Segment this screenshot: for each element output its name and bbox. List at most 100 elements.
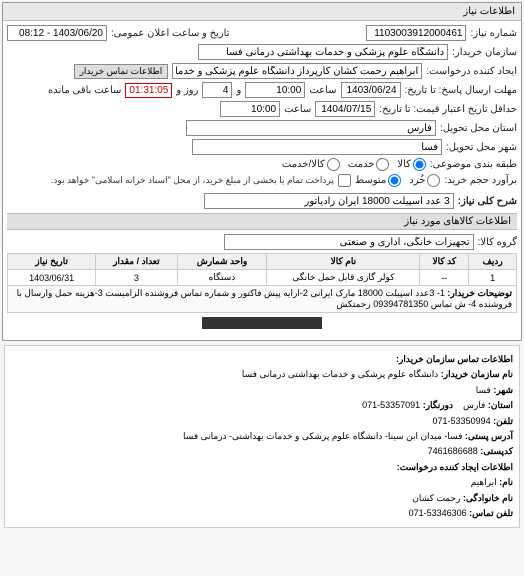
volume-medium-radio[interactable] [388, 174, 401, 187]
requester-label: ایجاد کننده درخواست: [426, 66, 517, 77]
goods-section-header: اطلاعات کالاهای مورد نیاز [7, 213, 517, 230]
remain-label: ساعت باقی مانده [48, 85, 121, 96]
th-date: تاریخ نیاز [8, 254, 96, 270]
cell-code: -- [420, 270, 469, 286]
buyer-contact-button[interactable]: اطلاعات تماس خریدار [74, 64, 169, 79]
cell-qty: 3 [96, 270, 177, 286]
cell-unit: دستگاه [177, 270, 267, 286]
address-title: اطلاعات تماس سازمان خریدار: [11, 352, 513, 366]
table-header-row: ردیف کد کالا نام کالا واحد شمارش تعداد /… [8, 254, 517, 270]
row-delivery-state: استان محل تحویل: [7, 120, 517, 136]
cell-name: کولر گازی قابل حمل خانگی [267, 270, 420, 286]
classify-both-radio[interactable] [327, 158, 340, 171]
classify-goods-radio[interactable] [413, 158, 426, 171]
delivery-city-field [192, 139, 442, 155]
post-label: کدپستی: [480, 446, 513, 456]
row-volume: برآورد حجم خرید: خُرد متوسط پرداخت تمام … [7, 174, 517, 187]
cell-date: 1403/06/31 [8, 270, 96, 286]
row-subject: شرح کلی نیاز: [7, 193, 517, 209]
desc-label: توضیحات خریدار: [447, 288, 512, 298]
classify-goods-label: کالا [397, 159, 411, 170]
buyer-label: سازمان خریدار: [452, 47, 517, 58]
classify-service-radio[interactable] [376, 158, 389, 171]
need-number-field [366, 25, 466, 41]
name-value: ابراهیم [471, 477, 497, 487]
lname-label: نام خانوادگی: [463, 493, 513, 503]
classify-label: طبقه بندی موضوعی: [430, 159, 517, 170]
th-qty: تعداد / مقدار [96, 254, 177, 270]
deadline-time-field [245, 82, 305, 98]
volume-small-radio[interactable] [427, 174, 440, 187]
classify-service-label: خدمت [348, 159, 375, 170]
address-block: اطلاعات تماس سازمان خریدار: نام سازمان خ… [4, 345, 520, 528]
treasury-checkbox[interactable] [338, 174, 351, 187]
buyer-field [198, 44, 448, 60]
delivery-state-label: استان محل تحویل: [440, 123, 517, 134]
group-label: گروه کالا: [478, 237, 517, 248]
state-label: استان: [488, 400, 513, 410]
row-delivery-city: شهر محل تحویل: [7, 139, 517, 155]
delivery-state-field [186, 120, 436, 136]
countdown-timer: 01:31:05 [125, 83, 172, 98]
req-section-label: اطلاعات ایجاد کننده درخواست: [11, 460, 513, 474]
goods-table: ردیف کد کالا نام کالا واحد شمارش تعداد /… [7, 253, 517, 313]
validity-date-field [315, 101, 375, 117]
row-classify: طبقه بندی موضوعی: کالا خدمت کالا/خدمت [7, 158, 517, 171]
table-desc-row: توضیحات خریدار: 1- 3عدد اسپیلت 18000 مار… [8, 286, 517, 313]
lname-value: رحمت کشان [412, 493, 460, 503]
validity-label: حداقل تاریخ اعتبار قیمت: تا تاریخ: [379, 104, 517, 115]
row-group: گروه کالا: [7, 234, 517, 250]
th-code: کد کالا [420, 254, 469, 270]
classify-radio-group: کالا خدمت کالا/خدمت [282, 158, 426, 171]
city-value: فسا [476, 385, 491, 395]
tel-value: 53350994-071 [433, 416, 491, 426]
row-deadline: مهلت ارسال پاسخ: تا تاریخ: ساعت و روز و … [7, 82, 517, 98]
and-label: و [236, 85, 241, 96]
volume-small-label: خُرد [409, 175, 425, 186]
phone-label: تلفن تماس: [469, 508, 513, 518]
volume-radio-group: خُرد متوسط [355, 174, 441, 187]
subject-field [204, 193, 454, 209]
name-label: نام: [499, 477, 513, 487]
days-left-field [202, 82, 232, 98]
time-label-2: ساعت [284, 104, 311, 115]
panel-title: اطلاعات نیاز [3, 3, 521, 21]
classify-both-label: کالا/خدمت [282, 159, 325, 170]
redacted-bar [7, 317, 517, 332]
cell-idx: 1 [469, 270, 517, 286]
requester-field [172, 63, 422, 79]
need-number-label: شماره نیاز: [470, 28, 517, 39]
addr-value: فسا- میدان ابن سینا- دانشگاه علوم پزشکی … [183, 431, 462, 441]
phone-value: 53346306-071 [409, 508, 467, 518]
redacted-content [202, 317, 322, 329]
fax-label: دورنگار: [423, 400, 453, 410]
addr-label: آدرس پستی: [465, 431, 513, 441]
city-label: شهر: [493, 385, 513, 395]
deadline-date-field [341, 82, 401, 98]
group-field [224, 234, 474, 250]
public-date-label: تاریخ و ساعت اعلان عمومی: [111, 28, 230, 39]
row-validity: حداقل تاریخ اعتبار قیمت: تا تاریخ: ساعت [7, 101, 517, 117]
org-value: دانشگاه علوم پزشکی و خدمات بهداشتی درمان… [242, 369, 438, 379]
org-label: نام سازمان خریدار: [441, 369, 513, 379]
delivery-city-label: شهر محل تحویل: [446, 142, 517, 153]
deadline-label: مهلت ارسال پاسخ: تا تاریخ: [405, 85, 517, 96]
row-requester: ایجاد کننده درخواست: اطلاعات تماس خریدار [7, 63, 517, 79]
public-date-field [7, 25, 107, 41]
th-row: ردیف [469, 254, 517, 270]
volume-medium-label: متوسط [355, 175, 386, 186]
days-remain-label: روز و [176, 85, 198, 96]
row-buyer: سازمان خریدار: [7, 44, 517, 60]
fax-value: 53357091-071 [362, 400, 420, 410]
tel-label: تلفن: [493, 416, 513, 426]
time-label-1: ساعت [309, 85, 336, 96]
desc-text: 1- 3عدد اسپیلت 18000 مارک ایرانی 2-ارایه… [17, 288, 512, 309]
th-name: نام کالا [267, 254, 420, 270]
payment-note: پرداخت تمام یا بخشی از مبلغ خرید، از محل… [51, 175, 334, 186]
need-info-panel: اطلاعات نیاز شماره نیاز: تاریخ و ساعت اع… [2, 2, 522, 341]
subject-label: شرح کلی نیاز: [458, 196, 517, 207]
state-value: فارس [463, 400, 485, 410]
post-value: 7461686688 [428, 446, 478, 456]
th-unit: واحد شمارش [177, 254, 267, 270]
row-need-number: شماره نیاز: تاریخ و ساعت اعلان عمومی: [7, 25, 517, 41]
